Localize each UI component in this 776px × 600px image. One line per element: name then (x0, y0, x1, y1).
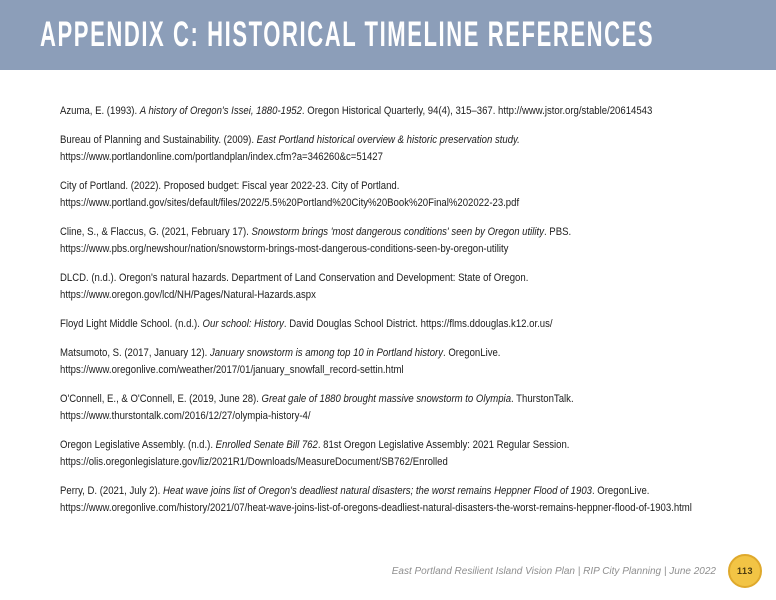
reference-entry: DLCD. (n.d.). Oregon's natural hazards. … (60, 270, 726, 304)
reference-text: Floyd Light Middle School. (n.d.). (60, 318, 203, 330)
content-area: Azuma, E. (1993). A history of Oregon's … (0, 70, 776, 517)
reference-entry: Perry, D. (2021, July 2). Heat wave join… (60, 483, 726, 517)
page-number-badge: 113 (728, 554, 762, 588)
reference-title-italic: January snowstorm is among top 10 in Por… (210, 347, 444, 359)
reference-text: . PBS. (543, 226, 572, 238)
reference-text: https://www.pbs.org/newshour/nation/snow… (60, 243, 509, 255)
reference-entry: Cline, S., & Flaccus, G. (2021, February… (60, 224, 726, 258)
reference-entry: City of Portland. (2022). Proposed budge… (60, 178, 726, 212)
reference-text: . ThurstonTalk. (511, 393, 574, 405)
reference-title-italic: Our school: History (202, 318, 284, 330)
reference-text: https://www.portlandonline.com/portlandp… (60, 151, 383, 163)
reference-title-italic: A history of Oregon's Issei, 1880-1952 (139, 105, 302, 117)
reference-text: Bureau of Planning and Sustainability. (… (60, 134, 257, 146)
reference-text: https://www.oregonlive.com/history/2021/… (60, 502, 692, 514)
reference-text: Azuma, E. (1993). (60, 105, 140, 117)
reference-text: . Oregon Historical Quarterly, 94(4), 31… (301, 105, 653, 117)
reference-title-italic: Great gale of 1880 brought massive snows… (261, 393, 512, 405)
reference-text: https://www.portland.gov/sites/default/f… (60, 197, 520, 209)
reference-title-italic: East Portland historical overview & hist… (256, 134, 520, 146)
footer-text: East Portland Resilient Island Vision Pl… (391, 565, 716, 577)
reference-title-italic: Heat wave joins list of Oregon's deadlie… (162, 485, 592, 497)
page-number: 113 (736, 566, 754, 576)
reference-text: Perry, D. (2021, July 2). (60, 485, 163, 497)
reference-title-italic: Snowstorm brings 'most dangerous conditi… (251, 226, 544, 238)
reference-entry: Oregon Legislative Assembly. (n.d.). Enr… (60, 437, 726, 471)
reference-text: https://www.oregon.gov/lcd/NH/Pages/Natu… (60, 289, 316, 301)
footer: East Portland Resilient Island Vision Pl… (392, 554, 762, 588)
reference-text: . OregonLive. (443, 347, 501, 359)
reference-entry: O'Connell, E., & O'Connell, E. (2019, Ju… (60, 391, 726, 425)
reference-entry: Bureau of Planning and Sustainability. (… (60, 132, 726, 166)
reference-text: . OregonLive. (591, 485, 650, 497)
references-list: Azuma, E. (1993). A history of Oregon's … (60, 103, 726, 517)
reference-text: https://www.oregonlive.com/weather/2017/… (60, 364, 404, 376)
page-title: APPENDIX C: HISTORICAL TIMELINE REFERENC… (40, 15, 655, 54)
reference-title-italic: Enrolled Senate Bill 762 (215, 439, 318, 451)
reference-text: https://www.thurstontalk.com/2016/12/27/… (60, 410, 311, 422)
reference-text: DLCD. (n.d.). Oregon's natural hazards. … (60, 272, 529, 284)
reference-text: https://olis.oregonlegislature.gov/liz/2… (60, 456, 448, 468)
reference-text: Matsumoto, S. (2017, January 12). (60, 347, 211, 359)
reference-text: Oregon Legislative Assembly. (n.d.). (60, 439, 216, 451)
reference-text: . David Douglas School District. https:/… (283, 318, 553, 330)
reference-text: O'Connell, E., & O'Connell, E. (2019, Ju… (60, 393, 262, 405)
reference-entry: Matsumoto, S. (2017, January 12). Januar… (60, 345, 726, 379)
reference-text: . 81st Oregon Legislative Assembly: 2021… (317, 439, 570, 451)
header-banner: APPENDIX C: HISTORICAL TIMELINE REFERENC… (0, 0, 776, 70)
reference-entry: Floyd Light Middle School. (n.d.). Our s… (60, 316, 726, 333)
reference-text: City of Portland. (2022). Proposed budge… (60, 180, 400, 192)
reference-text: Cline, S., & Flaccus, G. (2021, February… (60, 226, 252, 238)
reference-entry: Azuma, E. (1993). A history of Oregon's … (60, 103, 726, 120)
